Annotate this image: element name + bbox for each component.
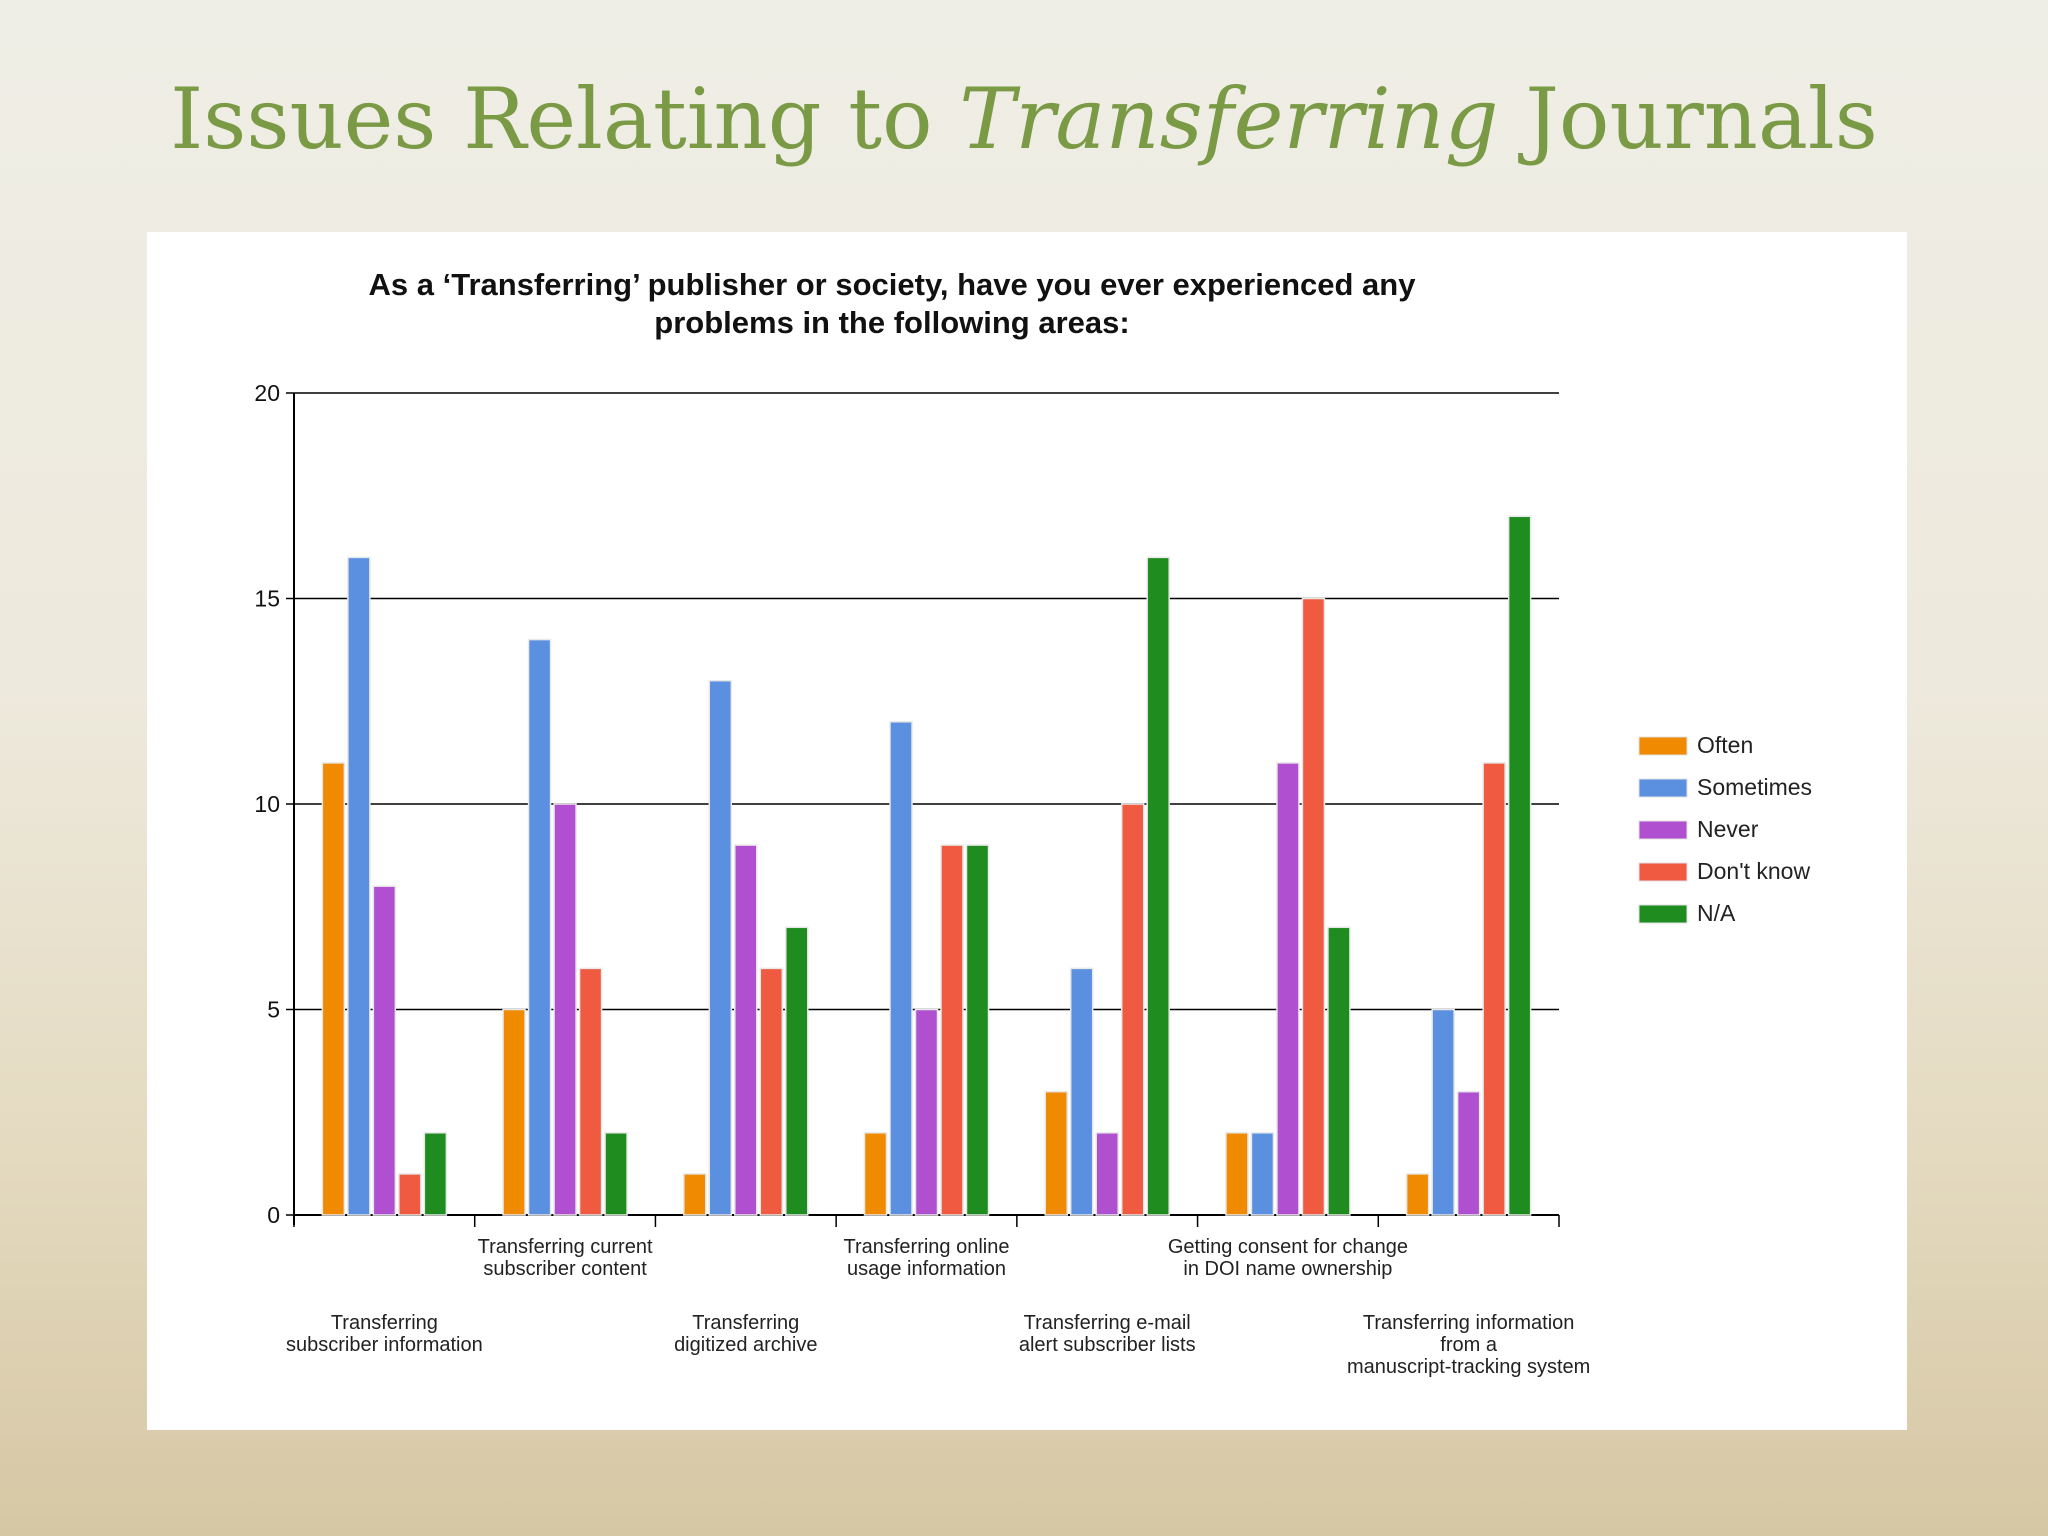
legend-label: Don't know: [1697, 858, 1810, 884]
y-tick-label: 15: [254, 586, 280, 612]
legend-swatch: [1638, 778, 1688, 798]
x-category-label: Transferring current subscriber content: [478, 1236, 653, 1280]
x-category-label: Getting consent for change in DOI name ow…: [1168, 1236, 1408, 1280]
legend-swatch: [1638, 820, 1688, 840]
chart-title-line-1: As a ‘Transferring’ publisher or society…: [368, 267, 1416, 302]
chart-title: As a ‘Transferring’ publisher or society…: [147, 266, 1637, 342]
bar: [553, 803, 577, 1216]
legend-label: N/A: [1697, 900, 1736, 926]
bar: [1225, 1132, 1249, 1216]
bar: [1507, 515, 1532, 1216]
bar: [1456, 1090, 1481, 1216]
bar: [785, 926, 809, 1216]
slide-title-italic: Transferring: [959, 70, 1499, 168]
bar: [1069, 967, 1094, 1216]
bar: [1301, 597, 1326, 1216]
bar: [889, 721, 913, 1216]
x-category-label: Transferring subscriber information: [286, 1312, 483, 1356]
bar: [940, 844, 964, 1216]
bar: [863, 1132, 888, 1216]
legend-swatch: [1638, 862, 1688, 882]
bar: [1405, 1173, 1430, 1216]
legend-label: Never: [1697, 816, 1759, 842]
legend-swatch: [1638, 736, 1688, 756]
bar: [1146, 556, 1170, 1216]
y-tick-label: 10: [254, 791, 280, 817]
bar: [683, 1173, 707, 1216]
bar: [965, 844, 990, 1216]
bar: [1120, 803, 1145, 1216]
bar: [398, 1173, 422, 1216]
bar: [1482, 762, 1506, 1216]
bar: [708, 679, 733, 1216]
legend-swatch: [1638, 904, 1688, 924]
bar: [734, 844, 758, 1216]
slide-title-end: Journals: [1498, 70, 1878, 168]
legend-label: Often: [1697, 732, 1753, 758]
bar: [914, 1008, 939, 1216]
x-category-label: Transferring information from a manuscript…: [1347, 1312, 1590, 1378]
bar: [1250, 1132, 1275, 1216]
bar: [578, 967, 603, 1216]
y-tick-label: 5: [267, 997, 280, 1023]
bar: [1095, 1132, 1119, 1216]
bar: [1044, 1090, 1068, 1216]
chart-title-line-2: problems in the following areas:: [654, 305, 1130, 340]
bar: [1431, 1008, 1455, 1216]
bar: [759, 967, 784, 1216]
bar: [321, 762, 346, 1216]
bar: [347, 556, 371, 1216]
slide-title-text: Issues Relating to: [170, 70, 960, 168]
bar: [372, 885, 397, 1216]
x-category-label: Transferring online usage information: [843, 1236, 1009, 1280]
x-category-label: Transferring digitized archive: [674, 1312, 817, 1356]
bar: [502, 1008, 526, 1216]
bar: [604, 1132, 628, 1216]
chart-panel: As a ‘Transferring’ publisher or society…: [147, 232, 1907, 1430]
slide-title: Issues Relating to Transferring Journals: [0, 70, 2048, 168]
bar: [1327, 926, 1351, 1216]
bar: [1276, 762, 1300, 1216]
legend-label: Sometimes: [1697, 774, 1812, 800]
bar: [423, 1132, 448, 1216]
y-tick-label: 0: [267, 1202, 280, 1228]
bar-chart: 0 5 10 15 20 Transferring subscriber informati…: [254, 380, 1812, 1378]
x-category-label: Transferring e-mail alert subscriber list…: [1019, 1312, 1196, 1356]
bar: [527, 638, 552, 1216]
y-tick-label: 20: [254, 380, 280, 406]
